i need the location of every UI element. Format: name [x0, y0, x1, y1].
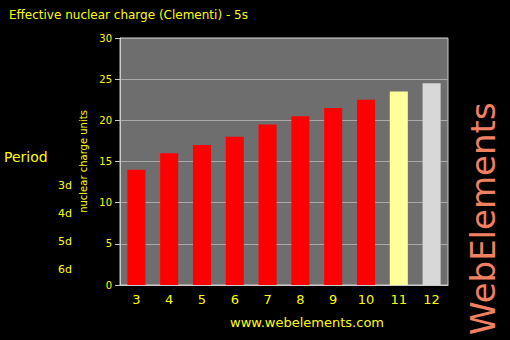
- svg-text:11: 11: [391, 292, 408, 307]
- svg-text:4d: 4d: [58, 207, 72, 220]
- svg-text:Period: Period: [4, 149, 48, 165]
- svg-text:4: 4: [165, 292, 173, 307]
- svg-text:Effective nuclear charge (Clem: Effective nuclear charge (Clementi) - 5s: [9, 8, 248, 22]
- svg-text:8: 8: [296, 292, 304, 307]
- svg-text:10: 10: [99, 197, 112, 208]
- svg-text:5: 5: [198, 292, 206, 307]
- svg-text:20: 20: [99, 115, 112, 126]
- svg-text:30: 30: [99, 33, 112, 44]
- svg-text:5d: 5d: [58, 235, 72, 248]
- svg-text:3d: 3d: [58, 179, 72, 192]
- svg-text:nuclear charge units: nuclear charge units: [78, 110, 89, 213]
- svg-text:12: 12: [423, 292, 440, 307]
- svg-text:25: 25: [99, 74, 112, 85]
- svg-text:10: 10: [358, 292, 375, 307]
- svg-text:0: 0: [106, 280, 112, 291]
- svg-text:6: 6: [231, 292, 239, 307]
- svg-text:www.webelements.com: www.webelements.com: [230, 315, 384, 330]
- svg-text:3: 3: [132, 292, 140, 307]
- svg-text:15: 15: [99, 156, 112, 167]
- svg-text:6d: 6d: [58, 263, 72, 276]
- svg-text:5: 5: [106, 238, 112, 249]
- svg-text:WebElements: WebElements: [463, 102, 503, 335]
- svg-text:9: 9: [329, 292, 337, 307]
- svg-text:7: 7: [263, 292, 271, 307]
